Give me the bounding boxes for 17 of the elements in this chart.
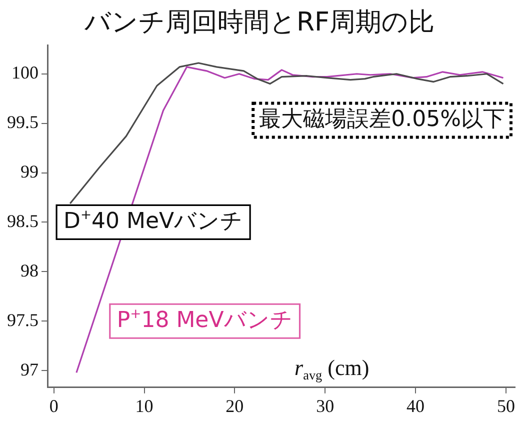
- y-tick-label: 98.5: [7, 210, 38, 231]
- annotation: 最大磁場誤差0.05%以下: [259, 106, 505, 132]
- y-tick-label: 99.5: [7, 112, 38, 132]
- x-tick-label: 20: [226, 396, 244, 416]
- series-label: D+40 MeVバンチ: [64, 208, 244, 234]
- x-tick-label: 10: [135, 396, 154, 416]
- chart-title: バンチ周回時間とRF周期の比: [83, 7, 435, 38]
- x-tick-label: 30: [316, 396, 334, 416]
- y-tick-label: 97.5: [7, 310, 38, 330]
- y-tick-label: 100: [12, 62, 38, 83]
- y-tick-label: 98: [20, 260, 38, 280]
- y-tick-label: 99: [20, 162, 38, 182]
- x-tick-label: 50: [496, 396, 515, 416]
- series-label: P+18 MeVバンチ: [116, 306, 293, 333]
- x-tick-label: 40: [406, 396, 425, 416]
- x-tick-label: 0: [49, 396, 58, 416]
- y-tick-label: 97: [20, 359, 38, 380]
